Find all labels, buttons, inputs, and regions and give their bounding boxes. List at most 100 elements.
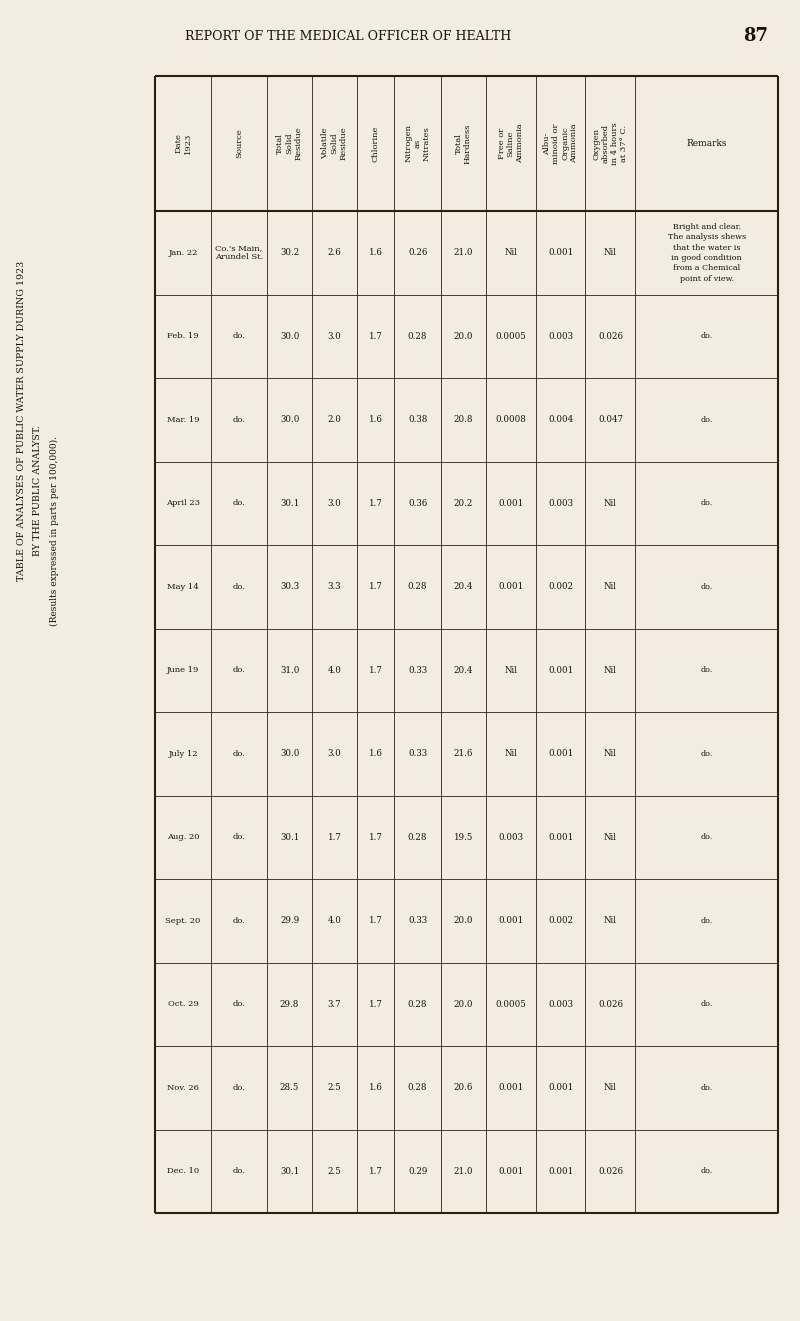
Text: Nil: Nil bbox=[604, 499, 617, 507]
Text: do.: do. bbox=[701, 666, 713, 674]
Text: do.: do. bbox=[701, 333, 713, 341]
Text: Date
1923: Date 1923 bbox=[174, 133, 192, 155]
Text: 0.28: 0.28 bbox=[408, 332, 427, 341]
Text: TABLE OF ANALYSES OF PUBLIC WATER SUPPLY DURING 1923: TABLE OF ANALYSES OF PUBLIC WATER SUPPLY… bbox=[18, 260, 26, 581]
Text: Oct. 29: Oct. 29 bbox=[168, 1000, 198, 1008]
Text: Nil: Nil bbox=[604, 583, 617, 592]
Text: Volatile
Solid
Residue: Volatile Solid Residue bbox=[322, 127, 348, 160]
Text: July 12: July 12 bbox=[168, 750, 198, 758]
Text: April 23: April 23 bbox=[166, 499, 200, 507]
Text: 20.0: 20.0 bbox=[454, 332, 473, 341]
Text: Jan. 22: Jan. 22 bbox=[168, 248, 198, 256]
Text: Nil: Nil bbox=[604, 248, 617, 258]
Text: (Results expressed in parts per 100,000).: (Results expressed in parts per 100,000)… bbox=[50, 436, 58, 626]
Text: 0.002: 0.002 bbox=[548, 583, 573, 592]
Text: 29.9: 29.9 bbox=[280, 917, 299, 925]
Text: 19.5: 19.5 bbox=[454, 832, 473, 841]
Text: 3.0: 3.0 bbox=[327, 749, 342, 758]
Text: 20.6: 20.6 bbox=[454, 1083, 473, 1092]
Text: 0.003: 0.003 bbox=[548, 332, 573, 341]
Text: do.: do. bbox=[233, 583, 246, 590]
Text: 2.5: 2.5 bbox=[327, 1166, 342, 1176]
Text: Nil: Nil bbox=[504, 666, 517, 675]
Text: do.: do. bbox=[233, 333, 246, 341]
Text: Nil: Nil bbox=[604, 749, 617, 758]
Text: 2.6: 2.6 bbox=[327, 248, 342, 258]
Text: 1.6: 1.6 bbox=[369, 415, 382, 424]
Text: Total
Hardness: Total Hardness bbox=[454, 123, 472, 164]
Text: 4.0: 4.0 bbox=[327, 666, 342, 675]
Text: 0.33: 0.33 bbox=[408, 666, 427, 675]
Text: do.: do. bbox=[233, 416, 246, 424]
Text: Chlorine: Chlorine bbox=[371, 125, 379, 161]
Text: do.: do. bbox=[233, 917, 246, 925]
Text: 1.7: 1.7 bbox=[369, 917, 382, 925]
Text: do.: do. bbox=[233, 834, 246, 841]
Text: 30.3: 30.3 bbox=[280, 583, 299, 592]
Text: Nil: Nil bbox=[604, 917, 617, 925]
Text: Remarks: Remarks bbox=[686, 139, 727, 148]
Text: 0.0005: 0.0005 bbox=[495, 1000, 526, 1009]
Text: 0.001: 0.001 bbox=[548, 832, 573, 841]
Text: 0.001: 0.001 bbox=[548, 749, 573, 758]
Text: Nil: Nil bbox=[504, 248, 517, 258]
Text: 0.026: 0.026 bbox=[598, 332, 623, 341]
Text: 0.29: 0.29 bbox=[408, 1166, 427, 1176]
Text: 1.7: 1.7 bbox=[327, 832, 342, 841]
Text: 1.7: 1.7 bbox=[369, 583, 382, 592]
Text: Mar. 19: Mar. 19 bbox=[166, 416, 199, 424]
Text: 3.3: 3.3 bbox=[328, 583, 341, 592]
Text: Dec. 10: Dec. 10 bbox=[167, 1168, 199, 1176]
Text: 20.0: 20.0 bbox=[454, 1000, 473, 1009]
Text: do.: do. bbox=[233, 1168, 246, 1176]
Text: 0.026: 0.026 bbox=[598, 1000, 623, 1009]
Text: 30.2: 30.2 bbox=[280, 248, 299, 258]
Text: Bright and clear.
The analysis shews
that the water is
in good condition
from a : Bright and clear. The analysis shews tha… bbox=[668, 223, 746, 283]
Text: 0.33: 0.33 bbox=[408, 749, 427, 758]
Text: 1.6: 1.6 bbox=[369, 749, 382, 758]
Text: 3.0: 3.0 bbox=[327, 499, 342, 507]
Text: 21.0: 21.0 bbox=[454, 1166, 473, 1176]
Text: 30.0: 30.0 bbox=[280, 415, 299, 424]
Text: Source: Source bbox=[235, 128, 243, 159]
Text: Albu-
minoid or
Organic
Ammonia: Albu- minoid or Organic Ammonia bbox=[542, 123, 578, 164]
Text: Total
Solid
Residue: Total Solid Residue bbox=[276, 127, 302, 160]
Text: Free or
Saline
Ammonia: Free or Saline Ammonia bbox=[498, 124, 524, 164]
Text: 28.5: 28.5 bbox=[280, 1083, 299, 1092]
Text: 1.6: 1.6 bbox=[369, 248, 382, 258]
Text: Oxygen
absorbed
in 4 hours
at 37° C.: Oxygen absorbed in 4 hours at 37° C. bbox=[593, 122, 628, 165]
Text: 0.0008: 0.0008 bbox=[495, 415, 526, 424]
Text: Nil: Nil bbox=[504, 749, 517, 758]
Text: 29.8: 29.8 bbox=[280, 1000, 299, 1009]
Text: 0.001: 0.001 bbox=[498, 1083, 523, 1092]
Text: REPORT OF THE MEDICAL OFFICER OF HEALTH: REPORT OF THE MEDICAL OFFICER OF HEALTH bbox=[185, 29, 511, 42]
Text: 30.0: 30.0 bbox=[280, 332, 299, 341]
Text: 0.36: 0.36 bbox=[408, 499, 427, 507]
Text: do.: do. bbox=[233, 1083, 246, 1091]
Text: 1.7: 1.7 bbox=[369, 332, 382, 341]
Text: 0.001: 0.001 bbox=[548, 666, 573, 675]
Text: do.: do. bbox=[233, 1000, 246, 1008]
Text: 0.001: 0.001 bbox=[548, 1166, 573, 1176]
Text: Nil: Nil bbox=[604, 1083, 617, 1092]
Text: 4.0: 4.0 bbox=[327, 917, 342, 925]
Text: 87: 87 bbox=[743, 26, 768, 45]
Text: 0.001: 0.001 bbox=[498, 499, 523, 507]
Text: Nitrogen
as
Nitrates: Nitrogen as Nitrates bbox=[404, 124, 430, 162]
Text: 21.0: 21.0 bbox=[454, 248, 473, 258]
Text: 1.6: 1.6 bbox=[369, 1083, 382, 1092]
Text: Sept. 20: Sept. 20 bbox=[166, 917, 201, 925]
Text: do.: do. bbox=[701, 499, 713, 507]
Text: 0.001: 0.001 bbox=[548, 1083, 573, 1092]
Text: 0.047: 0.047 bbox=[598, 415, 623, 424]
Text: 0.001: 0.001 bbox=[498, 583, 523, 592]
Text: do.: do. bbox=[233, 499, 246, 507]
Text: 0.026: 0.026 bbox=[598, 1166, 623, 1176]
Text: 30.1: 30.1 bbox=[280, 499, 299, 507]
Text: Feb. 19: Feb. 19 bbox=[167, 333, 199, 341]
Text: 20.2: 20.2 bbox=[454, 499, 473, 507]
Text: do.: do. bbox=[701, 583, 713, 590]
Text: 31.0: 31.0 bbox=[280, 666, 299, 675]
Text: 0.001: 0.001 bbox=[498, 917, 523, 925]
Text: 0.003: 0.003 bbox=[548, 499, 573, 507]
